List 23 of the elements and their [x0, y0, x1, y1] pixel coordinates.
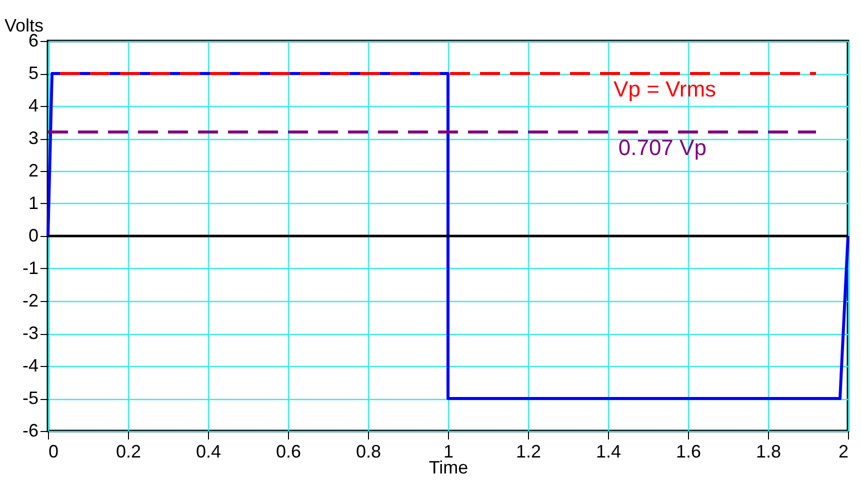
x-tick-label: 1.6 [676, 442, 702, 462]
x-tick-label: 2 [838, 442, 848, 462]
x-tick-label: 0 [48, 442, 59, 462]
x-tick-label: 1.8 [756, 442, 782, 462]
y-tick-label: -6 [22, 420, 38, 440]
y-tick-label: 6 [28, 30, 38, 50]
y-tick-label: -5 [22, 388, 38, 408]
x-tick-label: 0.8 [356, 442, 382, 462]
y-tick-label: 5 [28, 63, 38, 83]
x-tick-label: 1.2 [516, 442, 542, 462]
y-tick-label: 1 [28, 193, 38, 213]
y-tick-label: -3 [22, 323, 38, 343]
y-tick-label: 4 [28, 96, 38, 116]
y-tick-label: -1 [22, 258, 38, 278]
y-tick-label: 2 [28, 160, 38, 180]
x-tick-label: 0.2 [116, 442, 142, 462]
y-tick-label: -2 [22, 290, 38, 310]
y-tick-label: -4 [22, 356, 38, 376]
y-tick-label: 3 [28, 128, 38, 148]
x-tick-label: 0.6 [276, 442, 302, 462]
x-tick-label: 0.4 [196, 442, 222, 462]
y-tick-label: 0 [28, 226, 38, 246]
x-tick-label: 1.4 [596, 442, 622, 462]
